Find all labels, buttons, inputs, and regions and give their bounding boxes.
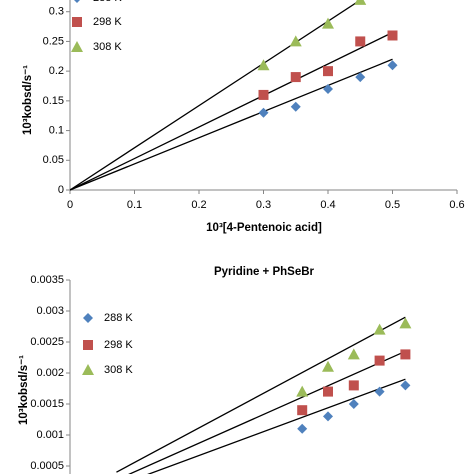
point	[258, 107, 269, 118]
point	[323, 411, 333, 422]
x-tick-label: 0.6	[449, 199, 464, 211]
trend-line	[70, 31, 393, 191]
y-tick-label: 0.3	[49, 6, 64, 18]
point	[323, 66, 333, 77]
point	[290, 72, 301, 83]
point	[289, 35, 302, 47]
y-tick-label: 0.0035	[30, 274, 64, 286]
y-axis-label: 10³kobsd/s⁻¹	[22, 65, 34, 135]
legend-marker	[71, 41, 83, 52]
y-tick-label: 0.001	[36, 429, 64, 441]
plot-area	[70, 0, 398, 191]
point	[323, 83, 333, 94]
trend-line	[128, 350, 406, 474]
x-tick-label: 0.3	[256, 199, 271, 211]
point	[257, 59, 270, 71]
point	[322, 360, 334, 372]
point	[373, 323, 386, 335]
legend-label: 298 K	[104, 339, 133, 351]
x-tick-label: 0.5	[385, 199, 400, 211]
x-tick-label: 0	[67, 199, 73, 211]
y-tick-label: 0.05	[43, 154, 64, 166]
legend-marker	[83, 313, 93, 323]
x-tick-label: 0.4	[320, 199, 335, 211]
y-tick-label: 0.002	[36, 367, 64, 379]
y-tick-label: 0.0025	[30, 336, 64, 348]
point	[387, 30, 398, 41]
point	[323, 386, 333, 397]
point	[297, 405, 308, 416]
point	[348, 399, 359, 409]
y-tick-label: 0.25	[43, 35, 64, 47]
legend-label: 298 K	[93, 16, 122, 28]
trend-line	[147, 378, 406, 474]
y-tick-label: 0.0005	[30, 460, 64, 472]
point	[355, 72, 366, 83]
legend-marker	[83, 340, 93, 350]
point	[400, 380, 411, 391]
point	[258, 89, 269, 100]
y-tick-label: 0.0015	[30, 398, 64, 410]
point	[322, 17, 334, 29]
x-tick-label: 0.1	[127, 199, 142, 211]
legend-label: 288 K	[104, 312, 133, 324]
point	[297, 423, 308, 434]
legend-label: 288 K	[93, 0, 122, 4]
plot-area	[116, 316, 412, 474]
legend-label: 308 K	[104, 364, 133, 376]
trend-line	[70, 58, 393, 191]
y-tick-label: 0.2	[49, 65, 64, 77]
point	[374, 355, 385, 366]
chart-title: Pyridine + PhSeBr	[214, 266, 315, 278]
trend-line	[70, 0, 362, 191]
point	[290, 101, 301, 112]
point	[347, 348, 360, 360]
x-axis-label: 10³[4-Pentenoic acid]	[206, 222, 322, 234]
y-axis-label: 10³kobsd/s⁻¹	[18, 355, 30, 425]
y-tick-label: 0	[58, 184, 64, 196]
trend-line	[116, 316, 406, 473]
point	[354, 0, 367, 5]
point	[400, 349, 411, 360]
x-tick-label: 0.2	[191, 199, 206, 211]
point	[387, 60, 398, 71]
point	[374, 386, 385, 397]
legend-marker	[82, 364, 94, 375]
y-tick-label: 0.1	[49, 124, 64, 136]
y-tick-label: 0.003	[36, 305, 64, 317]
legend-marker	[74, 0, 80, 3]
point	[296, 385, 309, 397]
y-tick-label: 0.15	[43, 95, 64, 107]
point	[399, 317, 412, 329]
legend-label: 308 K	[93, 41, 122, 53]
point	[348, 380, 359, 391]
legend-marker	[72, 17, 82, 27]
point	[355, 36, 366, 47]
